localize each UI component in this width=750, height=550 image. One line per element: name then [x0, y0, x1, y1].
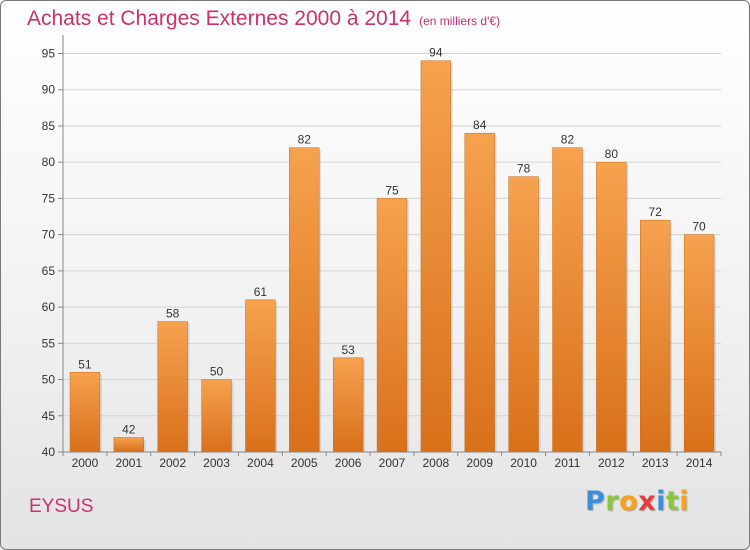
bar: [596, 161, 627, 453]
data-label: 61: [254, 285, 268, 299]
y-tick-label: 95: [42, 46, 56, 60]
x-tick-label: 2006: [335, 456, 362, 470]
data-label: 78: [517, 162, 531, 176]
chart-title: Achats et Charges Externes 2000 à 2014: [27, 7, 412, 30]
bar: [376, 198, 408, 453]
x-tick-label: 2010: [510, 456, 537, 470]
data-label: 75: [385, 183, 399, 197]
logo-letter: i: [679, 486, 690, 517]
axes: 40 45 50 55 60 65 70 75 80 85 90 95 2000 2001 2002 2003…: [42, 35, 722, 470]
y-tick-label: 85: [42, 119, 56, 133]
data-label: 80: [605, 147, 619, 161]
bar: [289, 147, 320, 453]
proxiti-logo: Proxiti: [585, 486, 689, 517]
logo-letter: t: [665, 486, 680, 517]
chart-title-block: Achats et Charges Externes 2000 à 2014 (e…: [27, 7, 500, 31]
data-label: 42: [122, 423, 136, 437]
logo-letter: i: [656, 486, 666, 517]
y-tick-label: 60: [42, 300, 56, 314]
bar-series: [69, 60, 716, 453]
data-label: 94: [429, 46, 443, 60]
y-tick-label: 75: [42, 191, 56, 205]
y-tick-label: 90: [42, 83, 56, 97]
data-labels: 51 42 58 50 61 82 53 75 94 84 78 82 80 72 70: [78, 46, 706, 437]
data-label: 82: [561, 133, 575, 147]
bar: [640, 219, 671, 453]
data-label: 50: [210, 365, 224, 379]
y-tick-label: 65: [42, 264, 56, 278]
bar: [464, 132, 495, 453]
data-label: 51: [78, 357, 92, 371]
bar: [69, 372, 101, 453]
commune-name: EYSUS: [29, 496, 94, 517]
x-tick-label: 2001: [115, 456, 142, 470]
y-tick-label: 50: [42, 373, 56, 387]
logo-letter: P: [585, 486, 606, 517]
x-tick-label: 2003: [203, 456, 230, 470]
bar: [157, 321, 188, 453]
y-tick-label: 70: [42, 228, 56, 242]
bar: [113, 437, 144, 453]
bar: [508, 176, 539, 453]
x-tick-label: 2011: [555, 456, 581, 470]
x-tick-label: 2013: [642, 456, 669, 470]
x-tick-label: 2004: [247, 456, 274, 470]
x-tick-label: 2012: [598, 456, 625, 470]
bar: [552, 147, 583, 453]
y-tick-label: 80: [42, 155, 56, 169]
x-tick-label: 2009: [466, 456, 493, 470]
x-tick-label: 2000: [72, 456, 99, 470]
y-tick-label: 40: [42, 445, 56, 459]
x-tick-label: 2008: [423, 456, 450, 470]
x-tick-label: 2014: [686, 456, 713, 470]
data-label: 53: [341, 343, 355, 357]
bar: [420, 60, 452, 453]
x-tick-label: 2002: [159, 456, 186, 470]
bar: [332, 357, 364, 453]
bar: [245, 299, 276, 453]
data-label: 58: [166, 307, 180, 321]
x-tick-label: 2005: [291, 456, 318, 470]
chart-unit-label: (en milliers d'€): [419, 14, 501, 28]
x-tick-label: 2007: [379, 456, 406, 470]
logo-letter: x: [638, 486, 657, 517]
logo-letter: o: [619, 486, 639, 517]
data-label: 84: [473, 118, 487, 132]
bar: [683, 234, 715, 453]
y-tick-label: 45: [42, 409, 56, 423]
bar: [201, 379, 232, 453]
data-label: 70: [692, 220, 706, 234]
y-tick-label: 55: [42, 336, 56, 350]
logo-letter: r: [605, 486, 620, 517]
data-label: 72: [649, 205, 663, 219]
data-label: 82: [298, 133, 312, 147]
